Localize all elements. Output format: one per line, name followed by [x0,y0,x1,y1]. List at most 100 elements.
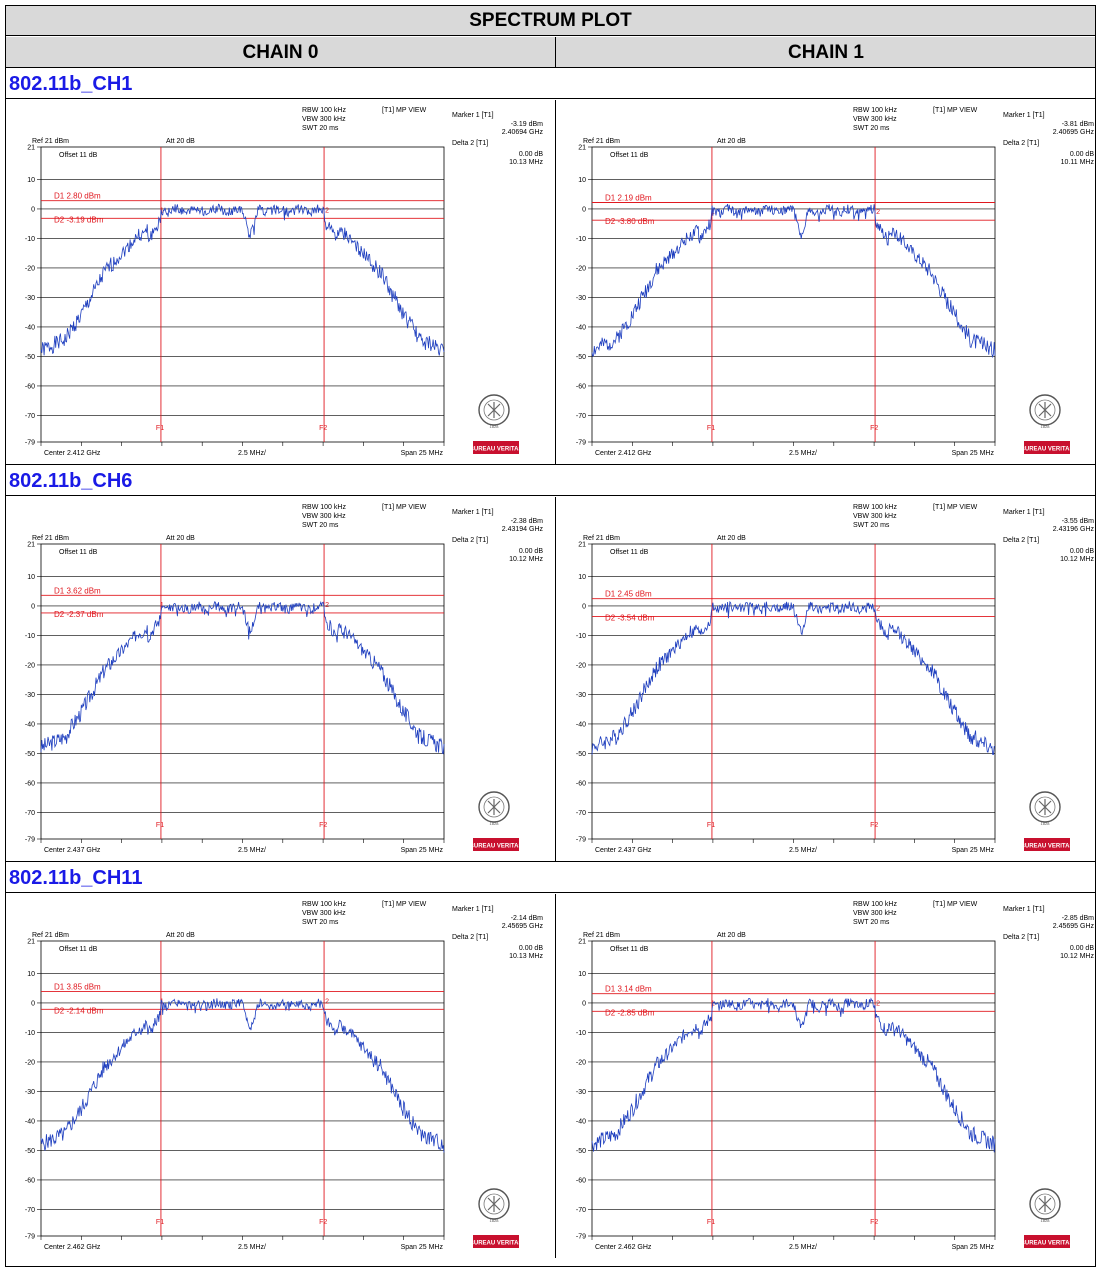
f1-label: F1 [707,1219,715,1226]
d2-label: D2 -2.14 dBm [54,1006,104,1015]
y-tick-label: -30 [576,692,586,699]
y-tick-label: 10 [27,177,35,184]
d2-label: D2 -3.19 dBm [54,215,104,224]
y-tick-label: 0 [31,206,35,213]
plot-row-ch11: RBW 100 kHz VBW 300 kHz SWT 20 ms [T1] MP V… [6,894,1095,1259]
offset-label: Offset 11 dB [59,152,98,159]
offset-label: Offset 11 dB [610,152,649,159]
logo-year: 1828 [1041,821,1051,826]
f1-label: F1 [707,822,715,829]
spectrum-plot: RBW 100 kHz VBW 300 kHz SWT 20 ms [T1] MP V… [25,504,544,854]
logo-seal-inner [1034,399,1056,421]
chain-header-row: CHAIN 0 CHAIN 1 [6,37,1095,68]
delta2-freq: 10.13 MHz [509,159,543,166]
delta2-freq: 10.12 MHz [1060,556,1094,563]
view-label: [T1] MP VIEW [382,107,427,114]
offset-label: Offset 11 dB [610,946,649,953]
y-tick-label: -60 [25,383,35,390]
delta2-label: Delta 2 [T1] [1003,934,1039,941]
marker-2-label: 2 [325,602,329,609]
delta2-level: 0.00 dB [1070,151,1094,158]
d2-label: D2 -2.37 dBm [54,610,104,619]
logo-text: BUREAU VERITAS [470,1241,523,1247]
delta2-level: 0.00 dB [519,151,543,158]
swt-label: SWT 20 ms [853,919,890,926]
logo-year: 1828 [490,821,500,826]
y-tick-label: -10 [25,633,35,640]
y-tick-label: -70 [576,810,586,817]
vbw-label: VBW 300 kHz [853,116,897,123]
marker1-level: -2.14 dBm [511,915,543,922]
logo-seal-mark [1038,799,1052,815]
y-tick-label: -10 [25,1030,35,1037]
view-label: [T1] MP VIEW [382,901,427,908]
attenuation-label: Att 20 dB [717,535,746,542]
logo-seal-inner [1034,796,1056,818]
logo-seal-ring [478,791,510,823]
marker1-level: -3.81 dBm [1062,121,1094,128]
marker-2-label: 2 [876,605,880,612]
d1-label: D1 3.85 dBm [54,983,101,992]
swt-label: SWT 20 ms [853,522,890,529]
rbw-label: RBW 100 kHz [853,504,897,511]
logo-text: BUREAU VERITAS [1021,447,1074,453]
delta2-freq: 10.12 MHz [1060,953,1094,960]
plot-cell-chain0: RBW 100 kHz VBW 300 kHz SWT 20 ms [T1] MP V… [6,100,556,464]
attenuation-label: Att 20 dB [166,138,195,145]
y-tick-label: -30 [576,295,586,302]
span-label: Span 25 MHz [952,1244,995,1251]
grid-frame [591,543,996,840]
ref-level-label: Ref 21 dBm [583,535,620,542]
center-frequency-label: Center 2.437 GHz [595,847,652,854]
bureau-veritas-logo: 1828 [1029,394,1061,429]
logo-text: BUREAU VERITAS [1021,844,1074,850]
plot-cell-chain0: RBW 100 kHz VBW 300 kHz SWT 20 ms [T1] MP V… [6,497,556,861]
logo-seal-mark [1038,402,1052,418]
section-header-ch1: 802.11b_CH1 [6,69,1095,99]
section-header-ch11: 802.11b_CH11 [6,863,1095,893]
grid-frame [591,940,996,1237]
y-tick-label: -70 [576,1207,586,1214]
y-tick-label: -20 [576,265,586,272]
marker1-label: Marker 1 [T1] [452,509,494,516]
spectrum-report: SPECTRUM PLOT CHAIN 0 CHAIN 1 802.11b_CH… [5,5,1096,1267]
center-frequency-label: Center 2.462 GHz [44,1244,101,1251]
delta2-level: 0.00 dB [1070,548,1094,555]
y-tick-label: -30 [25,295,35,302]
span-label: Span 25 MHz [952,450,995,457]
delta2-level: 0.00 dB [519,945,543,952]
bureau-veritas-logo: 1828 [478,1188,510,1223]
y-tick-label: 21 [27,542,35,549]
y-tick-label: -60 [25,780,35,787]
f1-label: F1 [156,1219,164,1226]
delta2-label: Delta 2 [T1] [1003,537,1039,544]
delta2-freq: 10.13 MHz [509,953,543,960]
logo-banner [473,1235,519,1248]
spectrum-trace [591,997,996,1153]
logo-text: BUREAU VERITAS [1021,1241,1074,1247]
logo-seal-inner [1034,1193,1056,1215]
logo-banner [1024,838,1070,851]
y-tick-label: 0 [31,603,35,610]
y-tick-label: -50 [25,1148,35,1155]
marker-1-label: 1 [160,602,164,609]
y-tick-label: 10 [27,574,35,581]
y-tick-label: -10 [25,236,35,243]
y-tick-label: -50 [576,751,586,758]
spectrum-plot: RBW 100 kHz VBW 300 kHz SWT 20 ms [T1] MP V… [25,107,544,457]
logo-seal-ring [478,1188,510,1220]
marker-2-label: 2 [876,209,880,216]
center-frequency-label: Center 2.412 GHz [595,450,652,457]
view-label: [T1] MP VIEW [933,107,978,114]
marker-2-label: 2 [876,1000,880,1007]
marker-1-label: 1 [711,605,715,612]
y-tick-label: -79 [25,440,35,447]
f1-label: F1 [156,425,164,432]
view-label: [T1] MP VIEW [382,504,427,511]
f2-label: F2 [870,822,878,829]
y-tick-label: -30 [576,1089,586,1096]
span-label: Span 25 MHz [952,847,995,854]
span-label: Span 25 MHz [401,1244,444,1251]
plot-row-ch6: RBW 100 kHz VBW 300 kHz SWT 20 ms [T1] MP V… [6,497,1095,862]
logo-year: 1828 [1041,1218,1051,1223]
